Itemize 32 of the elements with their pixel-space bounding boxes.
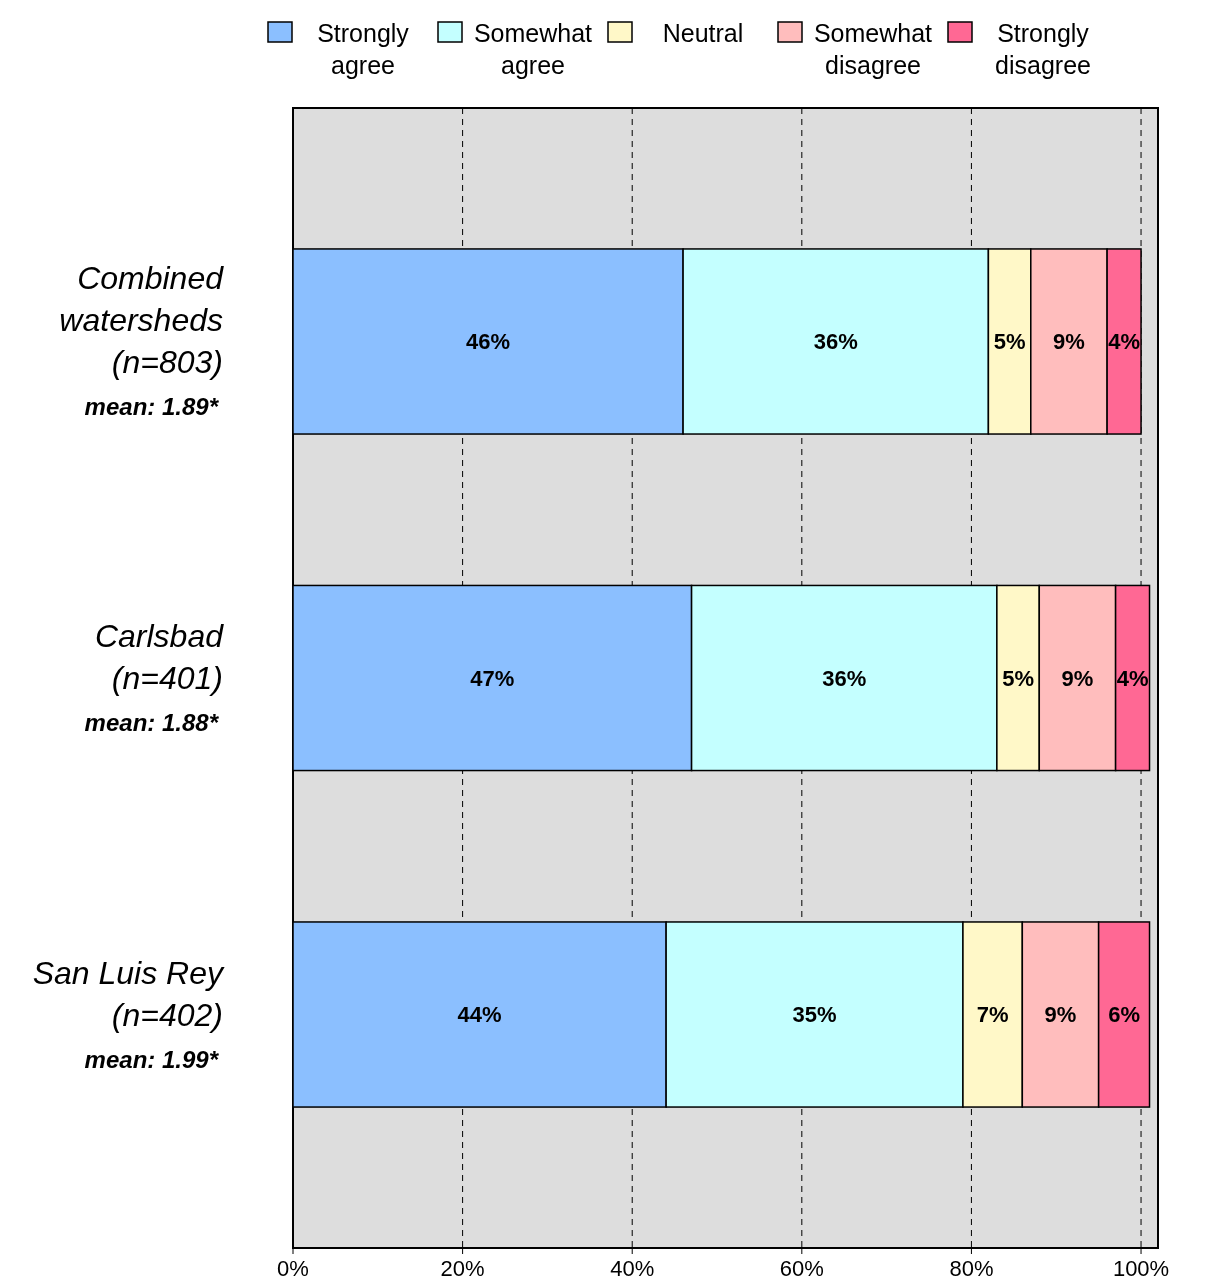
x-tick-label: 20% (440, 1256, 485, 1281)
data-label: 5% (993, 328, 1026, 354)
data-label: 4% (1116, 665, 1149, 691)
data-label: 9% (1061, 665, 1094, 691)
data-label: 7% (976, 1002, 1009, 1028)
text: mean: 1.89* (84, 393, 220, 421)
data-label: 36% (822, 665, 867, 691)
data-label: 5% (1002, 665, 1034, 691)
x-tick-label: 0% (277, 1256, 309, 1281)
data-label: 44% (457, 1002, 502, 1028)
x-tick-label: 60% (779, 1256, 824, 1281)
x-tick-label: 100% (1112, 1256, 1170, 1281)
data-label: 9% (1053, 328, 1085, 354)
x-tick-label: 80% (949, 1256, 994, 1281)
data-label: 4% (1108, 328, 1140, 354)
y-tick-label: Combined watersheds (n=803) (59, 260, 225, 381)
legend-label: Neutral (662, 19, 744, 47)
data-label: 47% (470, 665, 515, 691)
y-tick-label: San Luis Rey (n=402) (32, 954, 225, 1033)
data-label: 36% (813, 328, 858, 354)
legend-label: Somewhat disagree (813, 19, 933, 79)
legend-label: Strongly disagree (995, 19, 1091, 79)
legend-label: Somewhat agree (473, 19, 593, 79)
x-tick-label: 40% (610, 1256, 655, 1281)
legend-label: Strongly agree (317, 19, 410, 79)
data-label: 9% (1044, 1002, 1077, 1028)
data-label: 46% (466, 328, 511, 354)
data-label: 35% (792, 1002, 837, 1028)
y-tick-label: Carlsbad (n=401) (94, 618, 225, 696)
data-label: 6% (1108, 1002, 1140, 1028)
text: mean: 1.88* (84, 709, 220, 736)
text: mean: 1.99* (84, 1045, 220, 1073)
